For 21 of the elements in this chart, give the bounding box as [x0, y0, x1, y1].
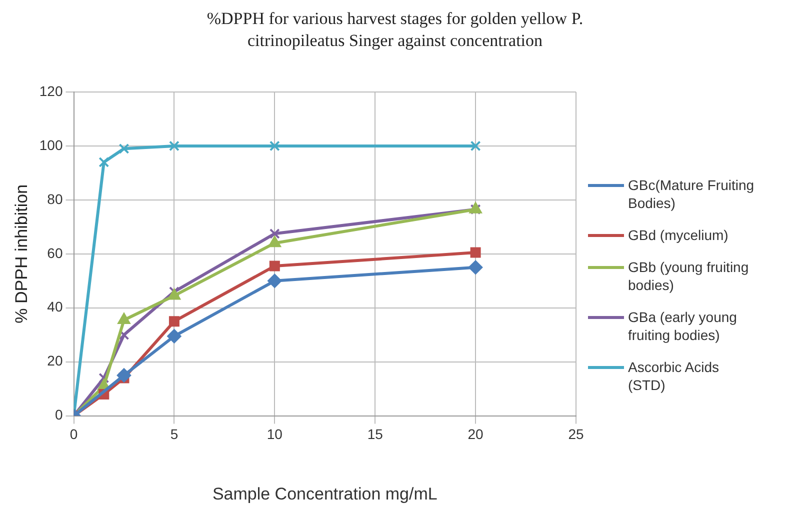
x-tick-label: 20 [468, 426, 484, 442]
y-tick-label: 40 [47, 298, 63, 315]
x-tick-label: 5 [170, 426, 178, 442]
y-tick-label: 20 [47, 352, 63, 369]
y-tick-label: 120 [39, 82, 63, 99]
y-tick-label: 80 [47, 190, 63, 207]
y-tick-label: 0 [54, 406, 63, 423]
legend-label: Ascorbic Acids (STD) [628, 358, 720, 394]
x-tick-label: 0 [70, 426, 78, 442]
chart-title: %DPPH for various harvest stages for golden yellow P. citrinopileatus Singer against concentration [206, 8, 584, 52]
legend-label: GBd (mycelium) [628, 226, 728, 244]
x-tick-label: 15 [367, 426, 384, 442]
y-tick-label: 60 [47, 244, 63, 261]
x-axis-title: Sample Concentration mg/mL [212, 484, 438, 504]
legend-label: GBb (young fruiting bodies) [628, 258, 750, 294]
legend-label: GBc(Mature Fruiting Bodies) [628, 176, 756, 212]
legend-label: GBa (early young fruiting bodies) [628, 308, 738, 344]
x-tick-label: 10 [266, 426, 283, 442]
y-tick-label: 100 [39, 136, 63, 153]
x-tick-label: 25 [568, 426, 584, 442]
y-axis-title: % DPPH inhibition [12, 184, 31, 324]
